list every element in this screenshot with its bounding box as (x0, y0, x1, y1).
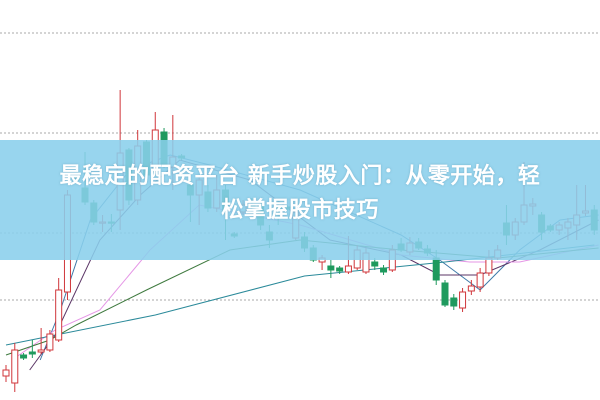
candle (450, 294, 458, 310)
candle-body (476, 272, 484, 288)
moving-average-line (5, 244, 595, 346)
candle (28, 340, 36, 358)
candle (46, 330, 54, 352)
candle-body (327, 265, 335, 271)
candle-body (336, 267, 344, 272)
candle (20, 353, 28, 360)
headline: 最稳定的配资平台 新手炒股入门：从零开始，轻 松掌握股市技巧 (0, 160, 600, 228)
candle-body (11, 349, 19, 384)
candle-body (28, 351, 36, 355)
candle-body (467, 285, 475, 292)
candle (55, 278, 63, 342)
candle (371, 258, 379, 270)
headline-line-2: 松掌握股市技巧 (221, 198, 379, 223)
candle (441, 280, 449, 307)
headline-line-1: 最稳定的配资平台 新手炒股入门：从零开始，轻 (59, 164, 541, 189)
candle (327, 260, 335, 278)
candle-body (441, 282, 449, 306)
headline-banner (0, 140, 600, 260)
candle-body (485, 257, 493, 274)
candle-body (20, 354, 28, 359)
candle-body (2, 369, 10, 377)
candle-body (450, 297, 458, 307)
candle (459, 288, 467, 312)
candle-body (37, 349, 45, 353)
candle-body (55, 289, 63, 341)
candle-body (344, 265, 352, 273)
candle (380, 265, 388, 275)
candle (11, 343, 19, 392)
candle-body (371, 261, 379, 267)
candle-body (380, 267, 388, 273)
candle (2, 365, 10, 382)
candle (476, 268, 484, 292)
candle (37, 328, 45, 354)
candle (336, 266, 344, 274)
candle-body (459, 291, 467, 309)
candle-body (432, 257, 440, 281)
candle-body (46, 333, 54, 351)
candle (467, 280, 475, 295)
